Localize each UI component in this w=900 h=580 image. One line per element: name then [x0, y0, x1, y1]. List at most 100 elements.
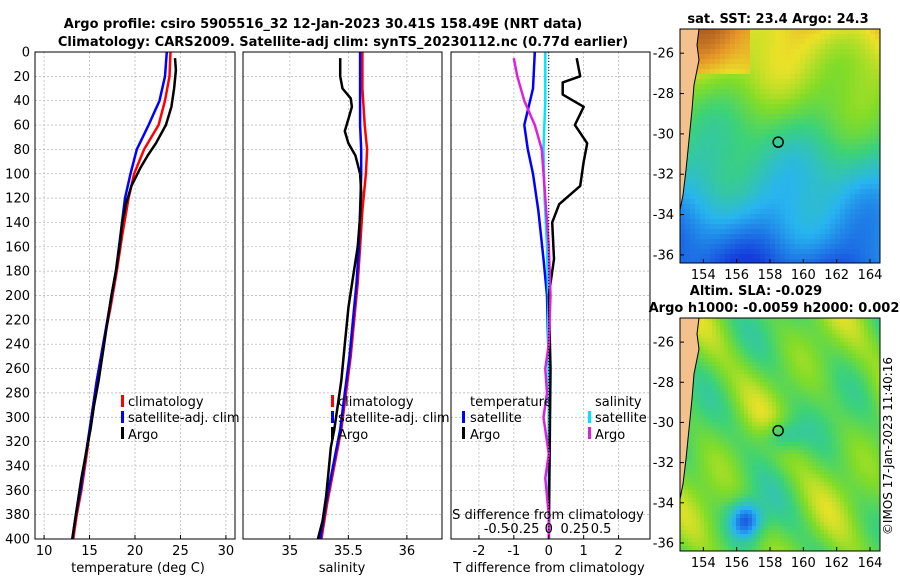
- map-cell: [848, 390, 853, 395]
- map-cell: [860, 219, 866, 225]
- map-cell: [744, 398, 749, 403]
- map-cell: [748, 402, 753, 407]
- map-cell: [756, 414, 761, 419]
- map-cell: [820, 398, 825, 403]
- map-cell: [828, 506, 833, 511]
- map-cell: [835, 69, 841, 75]
- map-cell: [752, 422, 757, 427]
- map-cell: [724, 450, 729, 455]
- map-cell: [710, 214, 716, 220]
- map-cell: [788, 434, 793, 439]
- map-cell: [720, 94, 726, 100]
- map-cell: [775, 194, 781, 200]
- map-cell: [775, 114, 781, 120]
- map-cell: [735, 34, 741, 40]
- map-y-tick-label: -28: [653, 87, 674, 102]
- map-cell: [772, 502, 777, 507]
- map-cell: [736, 458, 741, 463]
- map-cell: [860, 518, 865, 523]
- map-cell: [840, 418, 845, 423]
- map-cell: [752, 358, 757, 363]
- map-cell: [712, 470, 717, 475]
- map-cell: [860, 402, 865, 407]
- map-cell: [680, 490, 685, 495]
- map-cell: [810, 224, 816, 230]
- map-cell: [770, 234, 776, 240]
- map-cell: [768, 430, 773, 435]
- map-cell: [708, 518, 713, 523]
- map-cell: [704, 502, 709, 507]
- map-cell: [690, 229, 696, 235]
- map-cell: [728, 366, 733, 371]
- map-x-tick-label: 154: [691, 268, 716, 283]
- map-cell: [720, 398, 725, 403]
- map-cell: [840, 462, 845, 467]
- map-cell: [688, 502, 693, 507]
- map-cell: [840, 538, 845, 543]
- map-cell: [868, 346, 873, 351]
- map-cell: [848, 470, 853, 475]
- map-cell: [864, 418, 869, 423]
- map-cell: [860, 159, 866, 165]
- map-cell: [856, 534, 861, 539]
- map-cell: [740, 430, 745, 435]
- map-cell: [765, 129, 771, 135]
- map-cell: [716, 514, 721, 519]
- map-cell: [760, 244, 766, 250]
- map-cell: [772, 374, 777, 379]
- map-cell: [776, 478, 781, 483]
- map-cell: [872, 318, 877, 323]
- map-cell: [752, 370, 757, 375]
- map-cell: [720, 418, 725, 423]
- map-cell: [800, 169, 806, 175]
- map-cell: [765, 214, 771, 220]
- map-cell: [772, 486, 777, 491]
- map-cell: [836, 382, 841, 387]
- map-cell: [815, 149, 821, 155]
- map-cell: [830, 159, 836, 165]
- map-cell: [740, 542, 745, 547]
- map-cell: [772, 450, 777, 455]
- map-cell: [724, 362, 729, 367]
- map-cell: [844, 414, 849, 419]
- map-cell: [736, 474, 741, 479]
- map-cell: [835, 244, 841, 250]
- map-cell: [852, 458, 857, 463]
- map-cell: [736, 510, 741, 515]
- map-cell: [805, 154, 811, 160]
- map-cell: [825, 214, 831, 220]
- map-cell: [700, 546, 705, 551]
- map-cell: [732, 370, 737, 375]
- map-cell: [755, 49, 761, 55]
- map-cell: [748, 534, 753, 539]
- map-cell: [715, 244, 721, 250]
- map-cell: [836, 470, 841, 475]
- map-cell: [745, 169, 751, 175]
- map-cell: [700, 390, 705, 395]
- map-cell: [840, 249, 846, 255]
- map-cell: [728, 510, 733, 515]
- map-cell: [736, 370, 741, 375]
- map-cell: [860, 542, 865, 547]
- map-cell: [695, 214, 701, 220]
- map-cell: [760, 450, 765, 455]
- map-cell: [845, 34, 851, 40]
- map-cell: [855, 129, 861, 135]
- map-cell: [715, 39, 721, 45]
- map-cell: [850, 239, 856, 245]
- map-cell: [820, 184, 826, 190]
- map-cell: [730, 189, 736, 195]
- map-cell: [775, 174, 781, 180]
- map-cell: [745, 144, 751, 150]
- map-cell: [852, 410, 857, 415]
- map-cell: [830, 229, 836, 235]
- map-x-tick-label: 162: [824, 268, 849, 283]
- map-cell: [690, 109, 696, 115]
- map-cell: [850, 154, 856, 160]
- map-cell: [700, 134, 706, 140]
- legend-sat-t-swatch: [462, 411, 465, 423]
- map-cell: [790, 174, 796, 180]
- map-cell: [690, 134, 696, 140]
- map-cell: [868, 358, 873, 363]
- map-cell: [780, 209, 786, 215]
